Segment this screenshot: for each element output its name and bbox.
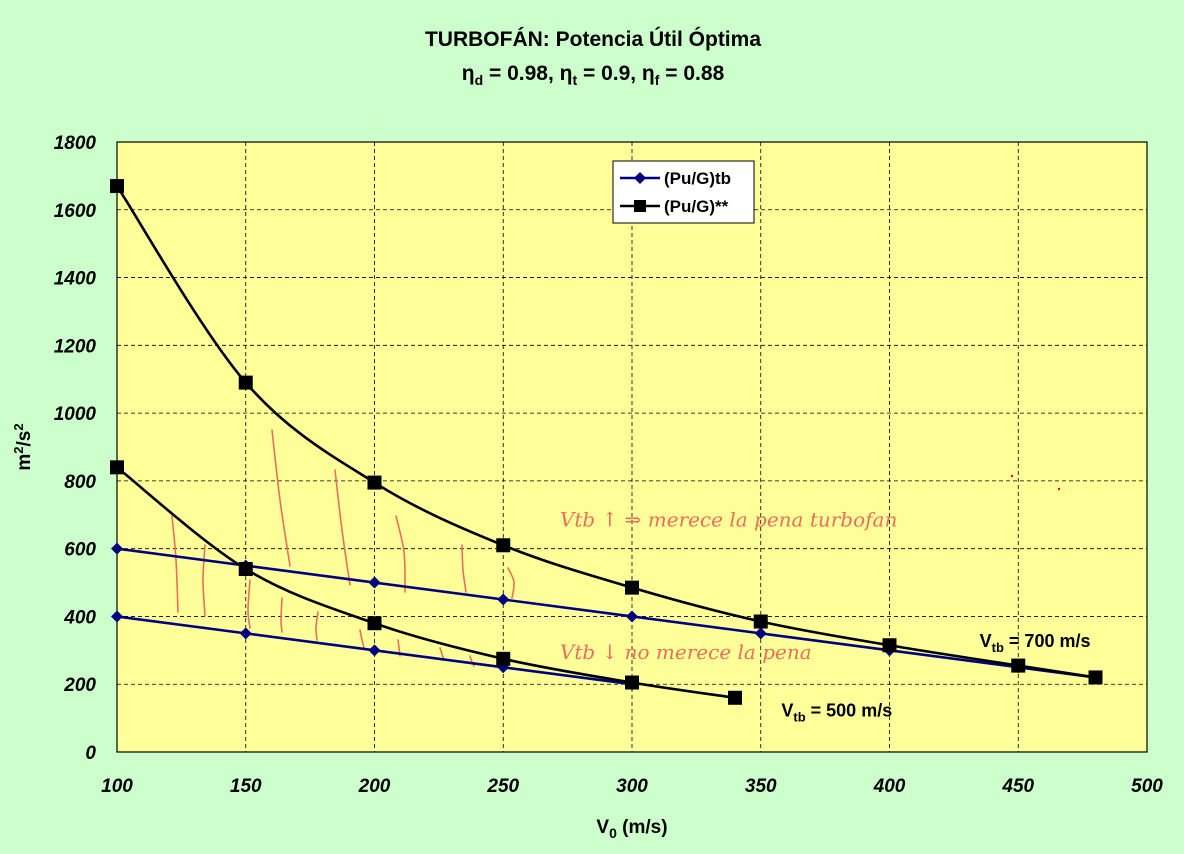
data-point-square	[110, 179, 124, 194]
data-point-square	[238, 375, 253, 390]
data-point-diamond	[111, 542, 123, 555]
x-tick-label: 450	[1001, 776, 1034, 797]
hatch-stroke	[171, 515, 179, 613]
y-tick-label: 1200	[54, 336, 97, 357]
plot-border	[116, 141, 1148, 753]
hatch-stroke	[315, 611, 319, 641]
x-tick-label: 100	[101, 776, 133, 797]
y-tick-label: 600	[64, 540, 96, 561]
data-point-square	[496, 651, 511, 666]
hatch-stroke	[280, 597, 283, 633]
y-tick-label: 1400	[54, 269, 97, 290]
stray-dot	[1010, 474, 1014, 478]
handwritten-note: Vtb ↑ ⇒ merece la pena turbofan	[560, 508, 897, 532]
data-point-diamond	[368, 644, 381, 657]
series-group	[110, 179, 1103, 705]
x-tick-label: 300	[616, 776, 648, 797]
data-point-diamond	[111, 610, 123, 623]
data-point-diamond	[626, 610, 638, 623]
legend-box	[612, 160, 755, 224]
data-point-square	[1011, 658, 1026, 673]
x-tick-label: 400	[873, 776, 906, 797]
data-point-diamond	[497, 593, 510, 606]
hatch-stroke	[334, 469, 351, 586]
data-point-square	[882, 638, 897, 653]
data-point-square	[625, 580, 639, 595]
data-point-square	[753, 614, 768, 629]
chart-subtitle: ηd = 0.98, ηt = 0.9, ηf = 0.88	[462, 62, 725, 88]
y-tick-label: 1000	[54, 404, 97, 425]
hatch-stroke	[271, 429, 291, 567]
legend-label-star: (Pu/G)**	[664, 197, 729, 216]
data-point-diamond	[368, 576, 381, 589]
x-tick-label: 350	[745, 776, 777, 797]
chart-title: TURBOFÁN: Potencia Útil Óptima	[425, 27, 761, 51]
data-point-square	[367, 475, 382, 490]
stray-dot	[1057, 487, 1061, 491]
legend-label-tb: (Pu/G)tb	[664, 169, 731, 188]
hatch-stroke	[395, 515, 406, 593]
handwritten-notes: Vtb ↑ ⇒ merece la pena turbofan Vtb ↓ no …	[560, 508, 897, 664]
hatch-stroke	[202, 544, 206, 617]
x-tick-label: 200	[358, 776, 391, 797]
y-tick-label: 1800	[54, 133, 97, 154]
hatch-stroke	[461, 544, 467, 593]
data-point-square	[110, 460, 124, 475]
x-tick-label: 500	[1131, 776, 1163, 797]
data-point-square	[238, 562, 253, 576]
data-point-diamond	[754, 627, 767, 640]
x-tick-labels: 100 150 200 250 300 350 400 450 500	[101, 776, 1163, 797]
hatch-stroke	[507, 567, 515, 599]
legend-marker-diamond	[634, 172, 646, 184]
y-tick-label: 0	[85, 743, 96, 764]
x-tick-label: 250	[486, 776, 519, 797]
y-tick-label: 800	[64, 472, 96, 493]
y-tick-label: 400	[63, 607, 96, 628]
data-point-square	[496, 538, 511, 553]
y-tick-labels: 0 200 400 600 800 1000 1200 1400 1600 1800	[54, 133, 97, 764]
data-point-square	[367, 616, 382, 631]
y-tick-label: 1600	[54, 201, 97, 222]
legend: (Pu/G)tb (Pu/G)**	[612, 160, 755, 224]
data-point-square	[1088, 670, 1103, 685]
data-point-square	[625, 675, 639, 690]
handwritten-hatch-marks	[171, 429, 515, 667]
y-axis-label: m2/s2	[11, 423, 35, 470]
eta-f-value: 0.88	[683, 62, 724, 85]
eta-t-value: 0.9	[601, 62, 630, 85]
x-tick-label: 150	[230, 776, 262, 797]
x-axis-label: V0 (m/s)	[596, 817, 667, 841]
legend-marker-square	[634, 200, 646, 212]
hatch-stroke	[359, 629, 365, 649]
data-point-diamond	[239, 627, 252, 640]
handwritten-note: Vtb ↓ no merece la pena	[560, 640, 812, 664]
series-annotation: Vtb = 500 m/s	[781, 700, 892, 724]
hatch-stroke	[247, 579, 251, 629]
eta-d-value: 0.98	[507, 62, 548, 85]
y-tick-label: 200	[63, 675, 96, 696]
data-point-square	[728, 690, 742, 705]
